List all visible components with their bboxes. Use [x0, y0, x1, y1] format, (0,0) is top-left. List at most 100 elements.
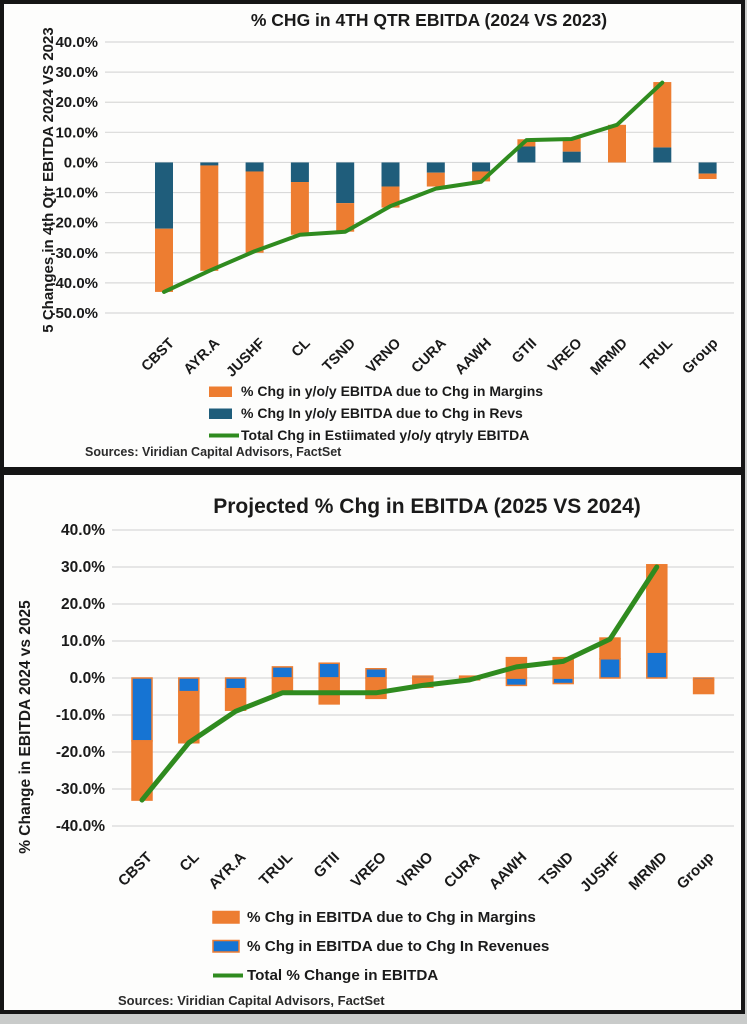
- x-tick-label: MRMD: [588, 336, 631, 379]
- chart-title: Projected % Chg in EBITDA (2025 VS 2024): [213, 495, 641, 518]
- y-tick-label: -40.0%: [50, 275, 98, 292]
- bar-segment: [290, 162, 309, 183]
- legend-swatch-revenues: [209, 408, 232, 419]
- x-tick-label: GTII: [509, 336, 540, 367]
- legend-label: Total Chg in Estiimated y/o/y qtryly EBI…: [241, 427, 529, 443]
- bar-segment: [290, 182, 309, 235]
- x-tick-label: AAWH: [452, 336, 495, 379]
- bar-segment: [653, 82, 672, 148]
- legend-swatch-margins: [209, 386, 232, 397]
- bar-segment: [155, 228, 173, 292]
- y-tick-label: -30.0%: [50, 245, 98, 262]
- sources-note: Sources: Viridian Capital Advisors, Fact…: [85, 445, 342, 459]
- bar-segment: [318, 662, 340, 679]
- y-axis-title: % Change in EBITDA 2024 vs 2025: [17, 600, 34, 854]
- bar-segment: [178, 677, 200, 693]
- legend-swatch-revenues: [212, 939, 240, 953]
- bar-segment: [562, 151, 581, 163]
- panel-q4-ebitda-change-chart: 40.0% 30.0% 20.0% 10.0% 0.0% -10.0% -20.0% -30.…: [0, 0, 745, 471]
- x-tick-label: CL: [289, 335, 314, 360]
- bar-segment: [245, 171, 264, 253]
- bar-segment: [646, 651, 668, 679]
- x-tick-label: CL: [176, 849, 202, 875]
- bar-segment: [562, 138, 581, 152]
- chart-title: % CHG in 4TH QTR EBITDA (2024 VS 2023): [251, 10, 607, 30]
- legend-label: % Chg in EBITDA due to Chg In Revenues: [247, 938, 549, 955]
- y-tick-label: 0.0%: [64, 154, 98, 171]
- x-tick-label: CURA: [409, 335, 450, 376]
- x-tick-label: TSND: [536, 849, 577, 890]
- y-tick-label: 40.0%: [55, 34, 98, 51]
- y-tick-label: 30.0%: [55, 64, 98, 81]
- bar-segment: [365, 668, 387, 679]
- x-tick-label: CURA: [441, 849, 484, 892]
- x-tick-label: Group: [679, 335, 721, 377]
- x-tick-label: AAWH: [486, 849, 530, 893]
- bar-segment: [245, 162, 264, 172]
- sources-note: Sources: Viridian Capital Advisors, Fact…: [118, 993, 385, 1008]
- bar-segment: [472, 162, 491, 172]
- y-tick-label: -20.0%: [56, 744, 105, 761]
- bar-segment: [200, 162, 219, 166]
- legend-label: % Chg in EBITDA due to Chg in Margins: [247, 909, 536, 926]
- legend-label: % Chg in y/o/y EBITDA due to Chg in Marg…: [241, 383, 543, 399]
- bar-segment: [131, 677, 153, 742]
- bar-segment: [271, 666, 294, 679]
- bar-segment: [426, 162, 445, 173]
- legend-swatch-margins: [212, 910, 240, 924]
- x-tick-label: Group: [674, 849, 718, 893]
- total-change-line: [162, 80, 665, 294]
- bar-segment: [552, 677, 574, 685]
- y-tick-label: -50.0%: [50, 305, 98, 322]
- x-tick-label: AYR.A: [205, 849, 249, 893]
- y-tick-label: 10.0%: [55, 124, 98, 141]
- bar-segment: [698, 173, 717, 180]
- bar-segment: [381, 162, 400, 187]
- bar-segment: [336, 203, 355, 232]
- y-tick-label: -10.0%: [50, 185, 98, 202]
- y-tick-label: 40.0%: [61, 522, 105, 539]
- bar-segment: [155, 162, 173, 229]
- bar-segment: [517, 146, 536, 163]
- y-tick-label: -30.0%: [56, 781, 105, 798]
- projected-ebitda-change-chart: 40.0% 30.0% 20.0% 10.0% 0.0% -10.0% -20.0% -30.…: [17, 495, 734, 1008]
- y-tick-label: 30.0%: [61, 559, 105, 576]
- x-tick-label: CBST: [115, 849, 156, 890]
- panel-projected-ebitda-change-chart: 40.0% 30.0% 20.0% 10.0% 0.0% -10.0% -20.0% -30.…: [0, 471, 745, 1014]
- x-tick-label: TRUL: [256, 849, 296, 889]
- x-tick-label: VRNO: [394, 849, 437, 892]
- bar-segment: [224, 677, 247, 690]
- y-tick-label: -10.0%: [56, 707, 105, 724]
- total-change-line: [139, 564, 660, 803]
- q4-ebitda-change-chart: 40.0% 30.0% 20.0% 10.0% 0.0% -10.0% -20.0% -30.…: [40, 10, 734, 459]
- bar-segment: [692, 679, 715, 695]
- y-tick-label: 20.0%: [55, 94, 98, 111]
- x-tick-label: VRNO: [363, 336, 404, 377]
- legend-label: Total % Change in EBITDA: [247, 967, 438, 984]
- bar-segment: [505, 677, 528, 687]
- bar-segment: [426, 172, 445, 187]
- y-tick-label: 20.0%: [61, 596, 105, 613]
- y-axis-title: 5 Changes in 4th Qtr EBITDA 2024 VS 2023: [40, 27, 57, 332]
- bar-segment: [472, 171, 491, 182]
- bar-segment: [698, 162, 717, 174]
- x-tick-label: JUSHF: [223, 335, 268, 380]
- bar-segment: [599, 658, 621, 679]
- bar-segment: [200, 165, 219, 271]
- y-tick-label: 0.0%: [70, 670, 106, 687]
- y-tick-label: -40.0%: [56, 818, 105, 835]
- bar-segment: [336, 162, 355, 204]
- y-tick-label: -20.0%: [50, 215, 98, 232]
- x-tick-label: VREO: [545, 336, 585, 376]
- bar-segment: [653, 147, 672, 163]
- bar-segment: [608, 124, 626, 163]
- x-tick-label: CBST: [139, 335, 178, 374]
- x-tick-label: TRUL: [637, 335, 676, 374]
- x-tick-label: GTII: [310, 849, 343, 882]
- x-tick-label: AYR.A: [181, 335, 224, 378]
- legend-label: % Chg In y/o/y EBITDA due to Chg in Revs: [241, 405, 523, 421]
- x-tick-label: JUSHF: [577, 849, 624, 896]
- y-tick-label: 10.0%: [61, 633, 105, 650]
- x-tick-label: TSND: [320, 336, 359, 375]
- x-tick-label: MRMD: [626, 849, 671, 894]
